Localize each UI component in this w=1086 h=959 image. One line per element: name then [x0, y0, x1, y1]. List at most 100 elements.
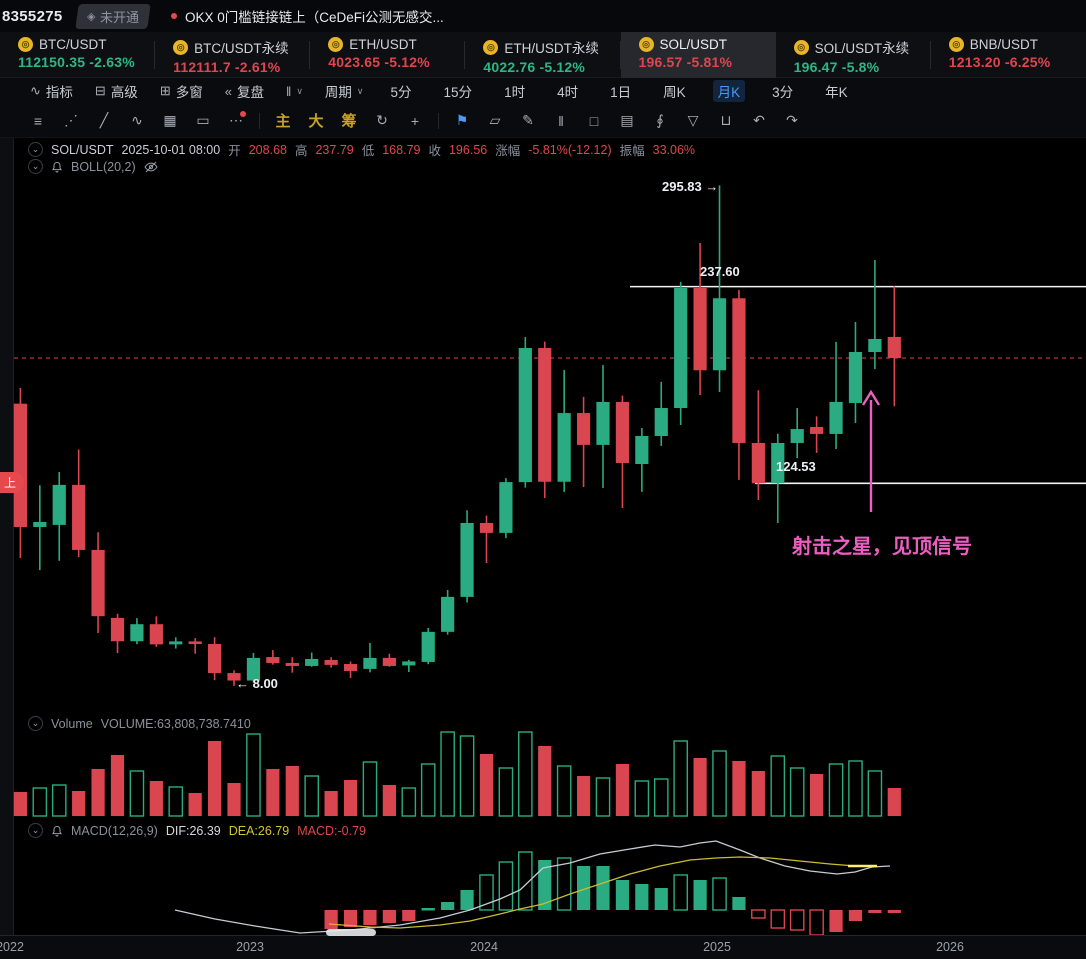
timeframe-15分[interactable]: 15分 — [443, 85, 473, 100]
pen-icon[interactable]: ✎ — [522, 112, 534, 128]
timeframe-1日[interactable]: 1日 — [610, 85, 632, 100]
candle-body — [887, 336, 901, 358]
low-label: 低 — [361, 144, 375, 158]
box-icon[interactable]: □ — [589, 112, 599, 129]
ticker-tab-BNB-USDT[interactable]: ◎ BNB/USDT 1213.20 -6.25% — [931, 32, 1086, 78]
candle-body — [674, 288, 688, 409]
redo-icon[interactable]: ↷ — [786, 112, 798, 128]
year-label-2023: 2023 — [236, 940, 264, 954]
coin-icon: ◎ — [483, 39, 499, 55]
candle-body — [305, 658, 319, 666]
menu-icon[interactable]: ≡ — [33, 112, 43, 129]
timeframe-3分[interactable]: 3分 — [772, 85, 794, 100]
ticker-tab-BTC-USDT永续[interactable]: ◎ BTC/USDT永续 112111.7 -2.61% — [155, 32, 311, 78]
candles-icon[interactable]: ‖ — [558, 112, 564, 129]
eye-off-icon[interactable] — [144, 161, 158, 173]
scrollbar-thumb[interactable] — [326, 929, 376, 936]
wave-tool-icon[interactable]: ∿ — [131, 112, 143, 128]
collapse-chevron-icon[interactable]: ⌄ — [28, 159, 43, 174]
signal-arrow-head — [861, 389, 881, 406]
volume-bar — [285, 766, 299, 816]
candle-body — [33, 521, 47, 527]
period-label: 周期 — [324, 85, 352, 100]
eraser-icon[interactable]: ▱ — [489, 112, 501, 128]
high-value: 237.79 — [315, 142, 354, 157]
line-tool-icon[interactable]: ╱ — [99, 112, 109, 128]
period-dropdown[interactable]: 周期 ∨ — [325, 81, 364, 101]
more-tools-icon[interactable]: ⋯ — [226, 110, 246, 131]
time-axis[interactable]: 2022 2023 2024 2025 2026 — [0, 935, 1086, 959]
macd-hist-bar — [479, 874, 494, 911]
ticker-tab-BTC-USDT[interactable]: ◎ BTC/USDT 112150.35 -2.63% — [0, 32, 156, 78]
volume-bar — [208, 741, 222, 816]
volume-bar — [751, 771, 765, 816]
event-marker-pill[interactable]: 上 — [0, 472, 25, 493]
volume-bar — [110, 755, 125, 816]
macd-hist-bar — [887, 910, 901, 913]
multi-window-button[interactable]: ⊞ 多窗 — [160, 81, 203, 101]
filter-icon[interactable]: ▽ — [687, 112, 699, 128]
indicator-icon: ∿ — [30, 83, 41, 98]
trend-lines-icon[interactable]: ⋰ — [64, 112, 78, 128]
timeframe-月K[interactable]: 月K — [712, 80, 746, 102]
indicator-button[interactable]: ∿ 指标 — [30, 81, 73, 101]
status-badge[interactable]: ◈ 未开通 — [74, 3, 151, 29]
macd-hist-bar — [460, 890, 474, 910]
notes-icon[interactable]: ▤ — [620, 112, 634, 128]
cursor-icon[interactable]: + — [410, 112, 420, 129]
chart-style-dropdown[interactable]: ‖ ∨ — [286, 84, 303, 99]
ticker-tab-ETH-USDT永续[interactable]: ◎ ETH/USDT永续 4022.76 -5.12% — [465, 32, 621, 78]
ticker-tab-ETH-USDT[interactable]: ◎ ETH/USDT 4023.65 -5.12% — [310, 32, 466, 78]
macd-hist-bar — [343, 910, 358, 927]
volume-bar — [810, 774, 824, 816]
trash-icon[interactable]: ⊔ — [720, 112, 732, 128]
big-chart-button[interactable]: 大 — [308, 113, 324, 130]
volume-bar — [420, 763, 436, 817]
refresh-icon[interactable]: ↻ — [376, 112, 388, 128]
timeframe-5分[interactable]: 5分 — [390, 85, 412, 100]
collapse-chevron-icon[interactable]: ⌄ — [28, 823, 43, 838]
ticker-pair: BNB/USDT — [969, 37, 1039, 52]
advanced-button[interactable]: ⊟ 高级 — [95, 81, 138, 101]
ruler-icon[interactable]: ▭ — [196, 112, 210, 128]
replay-label: 复盘 — [236, 85, 264, 100]
undo-icon[interactable]: ↶ — [753, 112, 765, 128]
volume-bar — [595, 777, 611, 817]
replay-button[interactable]: « 复盘 — [225, 81, 264, 101]
paperclip-icon[interactable]: ∮ — [656, 112, 664, 128]
macd-header-row: ⌄ MACD(12,26,9) DIF:26.39 DEA:26.79 MACD… — [28, 823, 366, 838]
open-label: 开 — [228, 144, 241, 158]
timeframe-1时[interactable]: 1时 — [504, 85, 526, 100]
timeframe-周K[interactable]: 周K — [663, 85, 686, 100]
image-tool-icon[interactable]: ▦ — [163, 112, 177, 128]
alert-bell-icon[interactable] — [51, 161, 63, 173]
candle-body — [363, 657, 377, 669]
change-label: 涨幅 — [495, 144, 521, 158]
collapse-chevron-icon[interactable]: ⌄ — [28, 716, 43, 731]
announcement-text[interactable]: OKX 0门槛链接链上（CeDeFi公测无感交... — [184, 10, 444, 25]
coin-icon: ◎ — [18, 37, 33, 52]
ticker-tab-SOL-USDT永续[interactable]: ◎ SOL/USDT永续 196.47 -5.8% — [776, 32, 931, 78]
macd-hist-bar — [635, 884, 649, 910]
bookmark-icon[interactable]: ⚑ — [455, 112, 469, 128]
timeframe-4时[interactable]: 4时 — [557, 85, 579, 100]
candle-body — [246, 657, 261, 681]
ticker-tab-SOL-USDT[interactable]: ◎ SOL/USDT 196.57 -5.81% — [620, 32, 776, 78]
collapse-chevron-icon[interactable]: ⌄ — [28, 142, 43, 157]
timeframe-年K[interactable]: 年K — [825, 85, 848, 100]
chips-button[interactable]: 筹 — [341, 113, 357, 130]
notification-dot — [240, 110, 246, 117]
volume-bar — [887, 788, 901, 816]
volume-bar — [693, 758, 707, 816]
candle-body — [848, 352, 863, 403]
candle-body — [149, 624, 163, 645]
main-chart-button[interactable]: 主 — [275, 113, 291, 130]
candle-body — [188, 641, 202, 645]
ticker-price: 112150.35 -2.63% — [18, 54, 135, 70]
volume-bar — [304, 775, 320, 817]
chart-toolbar: ∿ 指标 ⊟ 高级 ⊞ 多窗 «复盘 ‖ ∨ 周期 ∨ 5分 15分 1时 4时 1日 周K 月K 3分 年K — [0, 78, 1086, 104]
alert-bell-icon[interactable] — [51, 825, 63, 837]
divider — [309, 41, 311, 69]
ticker-pair: SOL/USDT — [659, 37, 728, 52]
